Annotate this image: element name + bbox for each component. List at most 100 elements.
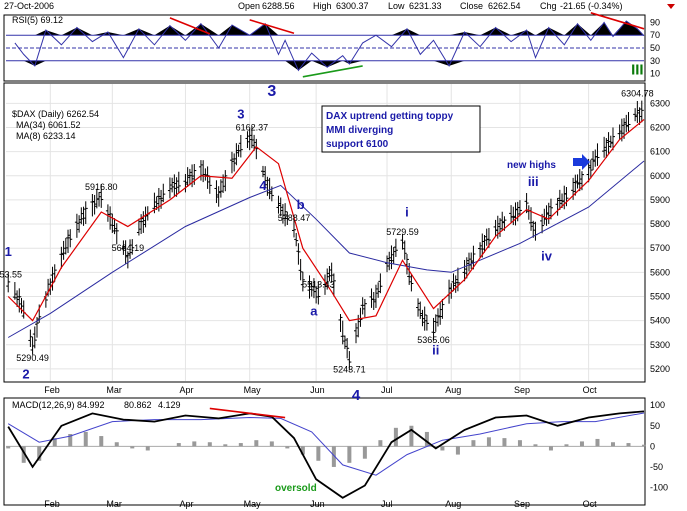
price-bar — [400, 233, 405, 250]
price-bar — [283, 203, 288, 227]
price-bar — [482, 235, 487, 253]
price-bar — [307, 275, 312, 299]
month-label: Jun — [310, 385, 325, 395]
price-bar — [77, 215, 82, 233]
price-tick-label: 5600 — [650, 267, 670, 277]
price-bar — [409, 274, 414, 292]
rsi-layer: 90 70 50 30 10 — [6, 12, 660, 79]
price-bar — [66, 229, 71, 254]
price-bar — [294, 232, 299, 247]
macd-tick-label: -50 — [650, 462, 663, 472]
header-high-value: 6300.37 — [336, 1, 369, 11]
header-low-label: Low — [388, 1, 405, 11]
wave-label: 2 — [22, 367, 29, 382]
wave-label: iv — [541, 248, 553, 263]
macd-hist-bar — [130, 446, 135, 449]
macd-hist-bar — [192, 441, 197, 447]
price-bar — [30, 336, 35, 355]
price-bar — [564, 187, 569, 207]
price-bar — [588, 159, 593, 179]
price-tick-label: 5400 — [650, 316, 670, 326]
price-bar — [626, 112, 631, 132]
price-bar — [110, 213, 115, 233]
legend-signal: 80.862 — [124, 400, 152, 410]
price-bar — [453, 275, 458, 293]
legend-ma34: MA(34) 6061.52 — [16, 120, 81, 130]
macd-panel-frame — [3, 397, 646, 506]
price-bar — [205, 166, 210, 189]
wave-label: a — [310, 303, 318, 318]
macd-hist-bar — [378, 440, 383, 447]
price-bar — [92, 194, 97, 215]
price-bar — [83, 201, 88, 224]
month-label: Feb — [44, 385, 60, 395]
price-bar — [32, 326, 37, 349]
price-bar — [79, 207, 84, 225]
price-bar — [544, 205, 549, 226]
price-bar — [546, 202, 551, 225]
price-bar — [369, 288, 374, 308]
price-label: 5788.47 — [278, 213, 311, 223]
price-bar — [402, 240, 407, 260]
price-tick-label: 6300 — [650, 98, 670, 108]
rsi-overbought-fill — [14, 21, 644, 36]
price-bar — [371, 292, 376, 310]
macd-hist-bar — [331, 446, 336, 467]
price-bar — [265, 176, 270, 196]
macd-hist-bar — [471, 440, 476, 447]
price-bar — [234, 143, 239, 166]
price-bar — [447, 279, 452, 304]
macd-hist-bar — [517, 440, 522, 447]
macd-hist-bar — [176, 443, 181, 447]
rsi-legend-text: RSI(5) 69.12 — [12, 15, 63, 25]
price-bar — [176, 171, 181, 194]
price-bar — [424, 315, 429, 331]
macd-hist-bar — [486, 437, 491, 447]
header-chg-value: -21.65 (-0.34%) — [560, 1, 623, 11]
price-bar — [393, 238, 398, 257]
divergence-trendline — [590, 12, 645, 30]
wave-label: 4 — [259, 178, 267, 193]
price-bar — [389, 245, 394, 270]
price-bar — [12, 282, 17, 300]
macd-hist-bar — [83, 431, 88, 447]
price-bar — [464, 257, 469, 279]
price-bar — [323, 274, 327, 295]
price-label: 5729.59 — [386, 227, 419, 237]
price-bar — [354, 323, 359, 344]
price-bar — [360, 297, 365, 315]
price-bar — [575, 174, 580, 189]
price-bar — [451, 273, 456, 291]
price-bar — [218, 179, 223, 198]
macd-tick-label: -100 — [650, 483, 668, 493]
macd-hist-bar — [626, 443, 631, 447]
note-line-2: MMI diverging — [326, 125, 393, 136]
divergence-trendline — [249, 19, 295, 35]
header-close-label: Close — [460, 1, 483, 11]
price-bar — [331, 273, 336, 297]
price-bar — [340, 320, 345, 345]
price-bar — [498, 218, 503, 237]
macd-hist-bar — [424, 431, 429, 447]
price-bar — [557, 189, 562, 210]
price-bar — [105, 204, 110, 222]
macd-hist-bar — [68, 434, 73, 447]
price-bar — [278, 197, 283, 217]
price-tick-label: 5300 — [650, 340, 670, 350]
price-bar — [373, 284, 378, 308]
price-panel-frame — [3, 82, 646, 383]
macd-hist-bar — [595, 438, 600, 447]
divergence-trendline — [209, 407, 286, 419]
price-bar — [604, 138, 609, 159]
header-close-value: 6262.54 — [488, 1, 521, 11]
price-bar — [342, 335, 347, 350]
macd-hist-bar — [362, 446, 367, 459]
macd-hist-bar — [548, 446, 553, 451]
month-label: Mar — [106, 385, 122, 395]
price-bar — [431, 317, 436, 341]
price-bar — [455, 267, 460, 292]
divergence-trendline — [302, 65, 363, 78]
price-bar — [440, 298, 445, 319]
price-bar — [223, 170, 228, 192]
